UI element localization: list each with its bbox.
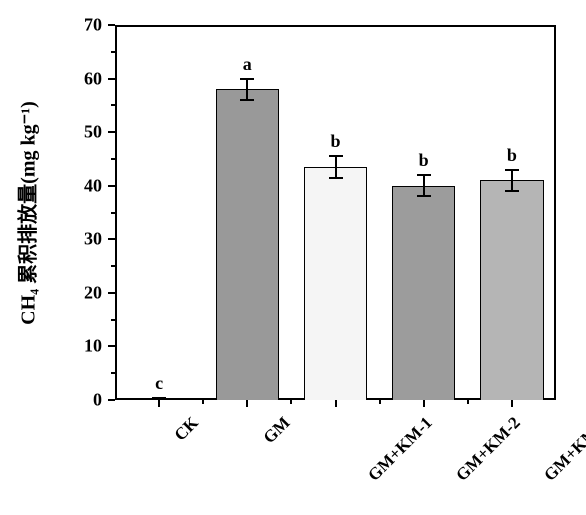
y-major-tick — [108, 185, 115, 187]
y-minor-tick — [111, 372, 115, 374]
y-major-tick — [108, 345, 115, 347]
bar-annotation: a — [243, 54, 252, 75]
y-minor-tick — [111, 158, 115, 160]
y-minor-tick — [111, 51, 115, 53]
x-major-tick — [158, 400, 160, 407]
y-tick-label: 20 — [0, 282, 102, 303]
x-major-tick — [423, 400, 425, 407]
y-tick-label: 10 — [0, 336, 102, 357]
errorbar-line — [511, 170, 513, 191]
y-tick-label: 50 — [0, 122, 102, 143]
x-major-tick — [511, 400, 513, 407]
x-tick-label: GM+KM-2 — [452, 413, 524, 485]
bar-annotation: c — [155, 373, 163, 394]
x-minor-tick — [467, 400, 469, 404]
y-major-tick — [108, 399, 115, 401]
y-major-tick — [108, 238, 115, 240]
y-tick-label: 30 — [0, 229, 102, 250]
errorbar-line — [423, 175, 425, 196]
y-tick-label: 40 — [0, 175, 102, 196]
x-major-tick — [335, 400, 337, 407]
y-major-tick — [108, 131, 115, 133]
errorbar-cap-top — [505, 169, 519, 171]
errorbar-cap-top — [329, 155, 343, 157]
y-major-tick — [108, 78, 115, 80]
y-minor-tick — [111, 212, 115, 214]
errorbar-cap-bottom — [505, 190, 519, 192]
axis-left — [115, 25, 117, 400]
bar-annotation: b — [419, 150, 429, 171]
y-tick-label: 70 — [0, 15, 102, 36]
errorbar-line — [335, 156, 337, 177]
errorbar-line — [246, 79, 248, 100]
errorbar-cap-bottom — [329, 177, 343, 179]
x-tick-label: GM+KM-1 — [364, 413, 436, 485]
y-major-tick — [108, 292, 115, 294]
bar — [480, 180, 544, 400]
y-minor-tick — [111, 265, 115, 267]
x-minor-tick — [379, 400, 381, 404]
x-tick-label: GM+KM-3 — [540, 413, 586, 485]
bar — [216, 89, 280, 400]
bar — [392, 186, 456, 400]
y-tick-label: 60 — [0, 68, 102, 89]
errorbar-cap-top — [240, 78, 254, 80]
errorbar-cap-bottom — [417, 195, 431, 197]
x-tick-label: GM — [260, 413, 295, 448]
x-tick-label: CK — [171, 413, 203, 445]
errorbar-cap-bottom — [240, 99, 254, 101]
figure-container: CH₄ 累积排放量(mg kg⁻¹) 010203040506070cCKaGM… — [0, 0, 586, 515]
y-major-tick — [108, 24, 115, 26]
axis-right — [554, 25, 556, 400]
errorbar-cap-top — [417, 174, 431, 176]
x-minor-tick — [202, 400, 204, 404]
y-tick-label: 0 — [0, 390, 102, 411]
bar-annotation: b — [507, 145, 517, 166]
y-minor-tick — [111, 104, 115, 106]
bar-annotation: b — [330, 131, 340, 152]
axis-top — [115, 25, 556, 27]
x-minor-tick — [290, 400, 292, 404]
bar — [304, 167, 368, 400]
y-minor-tick — [111, 319, 115, 321]
x-major-tick — [246, 400, 248, 407]
